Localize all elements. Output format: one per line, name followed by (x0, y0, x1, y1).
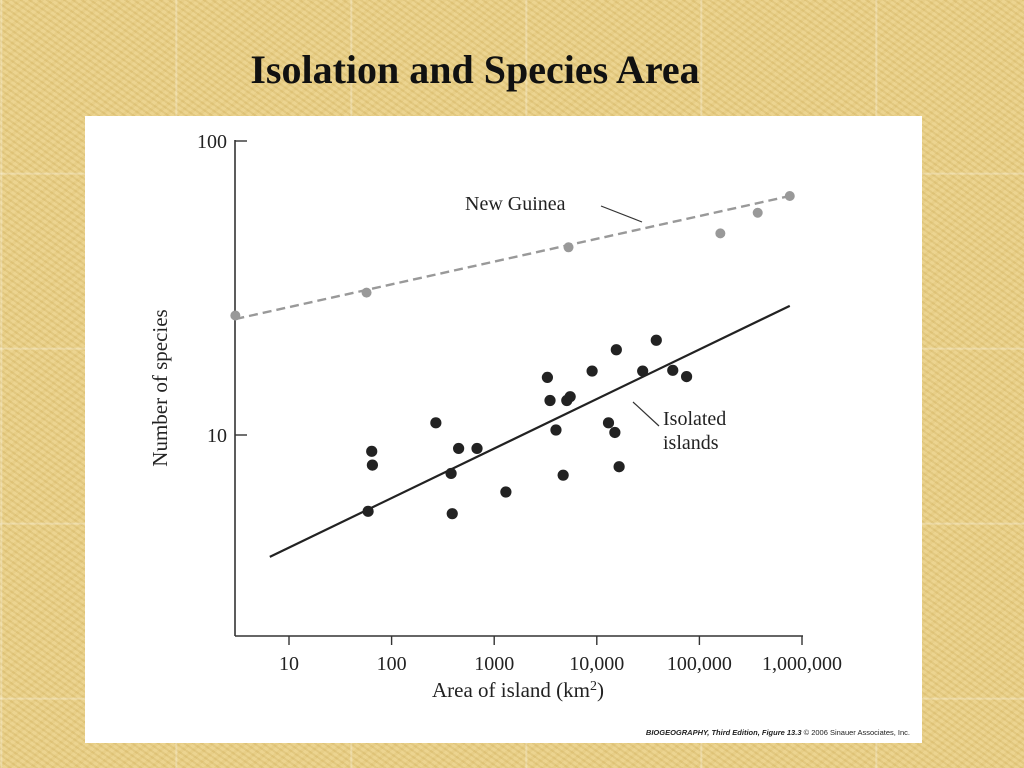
series-label-isolated-line2: islands (663, 432, 719, 454)
data-points (230, 191, 795, 520)
point-series-1-4 (445, 467, 457, 480)
point-series-0-0 (230, 310, 241, 321)
slide-title: Isolation and Species Area (250, 47, 700, 92)
point-series-1-17 (609, 426, 621, 439)
x-tick-label-2: 1000 (474, 653, 514, 675)
point-series-1-1 (366, 445, 378, 457)
x-tick-label-1: 100 (377, 653, 407, 675)
x-axis-title-close: ) (597, 678, 604, 702)
species-area-chart: 10 100 1000 10,000 100,000 1,000,000 10 100 Num… (148, 131, 842, 702)
x-tick-label-0: 10 (279, 653, 299, 675)
point-series-1-3 (430, 417, 442, 429)
point-series-1-5 (446, 508, 458, 520)
point-series-1-20 (637, 365, 649, 377)
point-series-1-8 (500, 486, 512, 498)
point-series-1-16 (602, 417, 615, 429)
point-series-0-4 (752, 207, 763, 218)
point-series-1-21 (650, 334, 662, 346)
fit-line-series-0 (235, 194, 791, 321)
point-series-1-9 (541, 371, 553, 384)
point-series-1-19 (613, 461, 625, 473)
point-series-0-3 (715, 228, 726, 239)
y-tick-label-0: 10 (207, 425, 227, 447)
series-leader-isolated (632, 401, 660, 427)
y-axis-title: Number of species (148, 309, 172, 466)
point-series-0-1 (361, 287, 372, 298)
x-axis-title: Area of island (km2) (432, 678, 604, 702)
point-series-0-2 (563, 242, 574, 253)
series-label-new-guinea: New Guinea (465, 193, 566, 215)
x-tick-label-5: 1,000,000 (762, 653, 842, 675)
figure-credit: BIOGEOGRAPHY, Third Edition, Figure 13.3… (646, 728, 910, 737)
point-series-1-18 (610, 344, 622, 356)
point-series-1-11 (550, 424, 562, 436)
point-series-0-5 (784, 191, 795, 202)
point-series-1-15 (586, 365, 598, 377)
x-axis-title-main: Area of island (km (432, 678, 590, 702)
point-series-1-6 (453, 442, 465, 455)
fit-lines (235, 194, 791, 558)
y-axis-title-group: Number of species (148, 309, 172, 466)
ticks: 10 100 1000 10,000 100,000 1,000,000 10 100 (197, 131, 842, 675)
x-axis-title-sup: 2 (590, 679, 597, 694)
point-series-1-12 (557, 469, 569, 481)
series-label-isolated-line1: Isolated (663, 408, 726, 430)
fit-line-series-1 (269, 304, 791, 558)
axes (234, 140, 803, 637)
point-series-1-22 (667, 364, 679, 376)
series-label-isolated-islands: Isolated islands (663, 408, 726, 454)
point-series-1-2 (366, 459, 379, 471)
series-leader-new-guinea (600, 205, 643, 223)
point-series-1-23 (680, 370, 693, 383)
point-series-1-10 (544, 394, 556, 407)
x-tick-label-4: 100,000 (667, 653, 732, 675)
figure-panel: 10 100 1000 10,000 100,000 1,000,000 10 100 Num… (85, 116, 922, 743)
point-series-1-0 (362, 505, 374, 517)
y-tick-label-1: 100 (197, 131, 227, 153)
point-series-1-7 (471, 442, 483, 455)
x-tick-label-3: 10,000 (569, 653, 624, 675)
credit-book: BIOGEOGRAPHY, Third Edition, Figure 13.3 (645, 728, 802, 737)
point-series-1-14 (564, 391, 576, 403)
credit-rest: © 2006 Sinauer Associates, Inc. (803, 728, 910, 737)
